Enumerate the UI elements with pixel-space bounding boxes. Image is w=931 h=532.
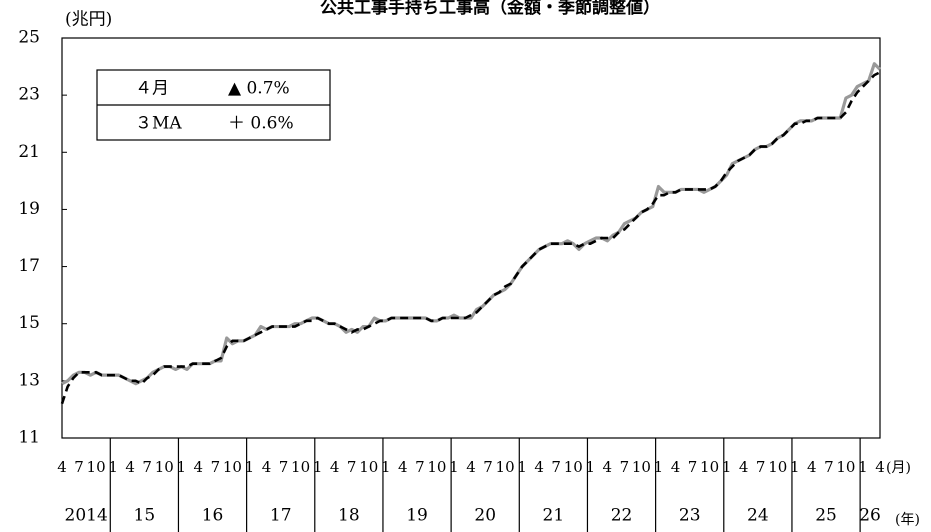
x-tick-label: 10 [768, 458, 787, 476]
x-tick-label: 10 [496, 458, 515, 476]
x-tick-label: 1 [654, 458, 664, 476]
x-year-label: (年) [895, 512, 920, 528]
chart-title: 公共工事手持ち工事高（金額・季節調整値） [320, 0, 660, 18]
x-tick-label: 4 [194, 458, 204, 476]
year-label: 21 [543, 506, 565, 526]
x-tick-label: 4 [330, 458, 340, 476]
year-label: 26 [859, 506, 881, 526]
y-tick-label: 21 [18, 142, 40, 162]
x-tick-label: 4 [57, 458, 67, 476]
x-tick-label: 4 [807, 458, 817, 476]
x-tick-label: 4 [125, 458, 135, 476]
x-tick-label: 4 [603, 458, 613, 476]
year-label: 18 [338, 506, 360, 526]
year-label: 23 [679, 506, 701, 526]
x-month-label: (月) [886, 460, 911, 476]
legend-text: ＋ 0.6% [228, 114, 294, 134]
y-tick-label: 15 [18, 313, 40, 333]
x-tick-label: 10 [87, 458, 106, 476]
x-tick-label: 1 [517, 458, 527, 476]
y-tick-label: 23 [18, 85, 40, 105]
x-tick-label: 1 [313, 458, 323, 476]
x-tick-label: 1 [449, 458, 459, 476]
legend-text: ３MA [135, 114, 182, 134]
x-tick-label: 10 [427, 458, 446, 476]
y-tick-label: 25 [18, 28, 40, 48]
year-label: 19 [406, 506, 428, 526]
legend-text: ４月 [135, 79, 169, 99]
x-tick-label: 10 [632, 458, 651, 476]
x-tick-label: 4 [671, 458, 681, 476]
year-label: 24 [747, 506, 769, 526]
x-tick-label: 7 [415, 458, 425, 476]
series-line [60, 71, 881, 405]
x-tick-label: 10 [564, 458, 583, 476]
y-tick-label: 13 [18, 370, 40, 390]
y-tick-label: 19 [18, 199, 40, 219]
year-label: 15 [134, 506, 156, 526]
x-tick-label: 10 [700, 458, 719, 476]
x-tick-label: 7 [347, 458, 357, 476]
x-tick-label: 10 [291, 458, 310, 476]
y-tick-label: 11 [18, 428, 40, 448]
x-tick-label: 10 [223, 458, 242, 476]
year-label: 2014 [65, 506, 108, 526]
x-tick-label: 7 [620, 458, 630, 476]
x-tick-label: 7 [756, 458, 766, 476]
x-tick-label: 1 [381, 458, 391, 476]
x-tick-label: 7 [483, 458, 493, 476]
x-tick-label: 1 [245, 458, 255, 476]
x-tick-label: 1 [858, 458, 868, 476]
x-tick-label: 4 [466, 458, 476, 476]
year-label: 20 [474, 506, 496, 526]
x-tick-label: 1 [586, 458, 596, 476]
series-line [61, 62, 882, 386]
year-label: 16 [202, 506, 224, 526]
x-tick-label: 10 [836, 458, 855, 476]
y-axis-label: (兆円) [65, 10, 112, 30]
year-label: 22 [611, 506, 633, 526]
x-tick-label: 1 [790, 458, 800, 476]
x-tick-label: 7 [142, 458, 152, 476]
x-tick-label: 7 [211, 458, 221, 476]
x-tick-label: 1 [722, 458, 732, 476]
x-tick-label: 10 [359, 458, 378, 476]
legend-text: ▲ 0.7% [228, 79, 290, 99]
x-tick-label: 4 [262, 458, 272, 476]
x-tick-label: 7 [824, 458, 834, 476]
x-tick-label: 4 [875, 458, 885, 476]
x-tick-label: 7 [688, 458, 698, 476]
x-tick-label: 7 [279, 458, 289, 476]
x-tick-label: 7 [551, 458, 561, 476]
x-tick-label: 1 [177, 458, 187, 476]
year-label: 25 [815, 506, 837, 526]
plot-frame [61, 37, 881, 439]
x-tick-label: 1 [108, 458, 118, 476]
x-tick-label: 7 [74, 458, 84, 476]
year-label: 17 [270, 506, 292, 526]
x-tick-label: 4 [739, 458, 749, 476]
x-tick-label: 4 [534, 458, 544, 476]
y-tick-label: 17 [18, 256, 40, 276]
x-tick-label: 4 [398, 458, 408, 476]
x-tick-label: 10 [155, 458, 174, 476]
